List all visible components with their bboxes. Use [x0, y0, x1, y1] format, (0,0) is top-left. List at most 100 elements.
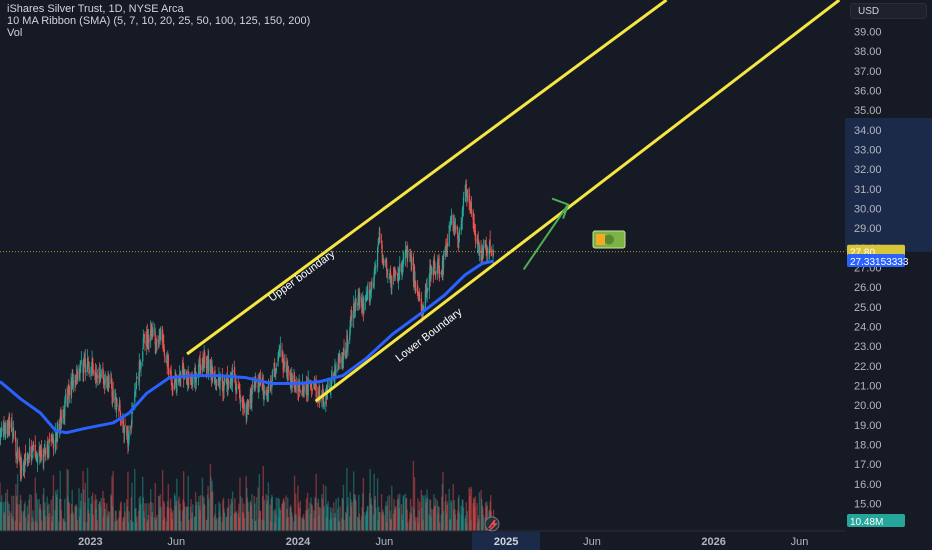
volume-bar: [210, 492, 213, 531]
candle-body: [87, 358, 89, 365]
candle-body: [167, 355, 169, 369]
volume-bar: [188, 519, 190, 531]
volume-bar: [16, 474, 19, 531]
candle-body: [415, 282, 417, 291]
candle-body: [13, 429, 15, 431]
volume-bar: [153, 517, 156, 531]
candle-body: [474, 228, 476, 229]
volume-bar: [70, 513, 72, 531]
volume-bar: [115, 510, 117, 531]
volume-bar: [110, 494, 112, 531]
volume-bar: [174, 495, 176, 531]
currency-button[interactable]: USD: [850, 3, 927, 19]
volume-bar: [118, 517, 120, 531]
candle-body: [263, 394, 265, 398]
candle-body: [238, 385, 240, 393]
candle-body: [202, 358, 204, 367]
volume-bar: [1, 495, 3, 531]
volume-bar: [442, 510, 445, 531]
candle-body: [380, 239, 383, 243]
volume-bar: [472, 497, 475, 531]
candle-body: [390, 272, 392, 283]
candle-body: [227, 382, 230, 385]
volume-bar: [433, 505, 436, 531]
volume-bar: [258, 518, 260, 531]
volume-bar: [7, 501, 9, 531]
candle-body: [442, 253, 445, 269]
candle-body: [183, 366, 185, 379]
volume-bar: [230, 516, 232, 531]
volume-bar: [178, 510, 181, 531]
candle-body: [486, 247, 488, 254]
volume-bar: [290, 507, 292, 531]
candle-body: [114, 397, 116, 401]
candle-body: [162, 340, 164, 344]
candle-body: [401, 268, 403, 272]
volume-bar: [66, 468, 68, 531]
y-tick-label: 23.00: [854, 341, 882, 353]
volume-bar: [461, 499, 464, 531]
candle-body: [385, 260, 387, 262]
volume-bar: [489, 501, 491, 531]
volume-bar: [375, 507, 377, 531]
candle-body: [162, 329, 164, 343]
volume-bar: [309, 513, 312, 531]
volume-bar: [416, 517, 419, 531]
candle-body: [457, 232, 459, 240]
volume-bar: [297, 503, 300, 531]
candle-body: [325, 389, 327, 404]
y-tick-label: 37.00: [854, 66, 882, 78]
volume-bar: [327, 501, 329, 531]
volume-bar: [441, 483, 444, 531]
candle-body: [274, 362, 276, 370]
volume-bar: [482, 514, 485, 531]
candle-body: [329, 387, 331, 389]
candle-body: [68, 386, 70, 395]
volume-bar: [127, 522, 130, 531]
volume-bar: [302, 514, 305, 531]
volume-bar: [201, 477, 204, 531]
arrow-shaft: [522, 203, 569, 270]
candle-body: [247, 401, 250, 407]
volume-bar: [19, 494, 22, 531]
x-tick-label: Jun: [167, 536, 185, 548]
volume-bar: [454, 508, 456, 531]
volume-bar: [243, 503, 245, 531]
volume-bar: [412, 460, 415, 531]
candle-body: [151, 332, 153, 334]
candle-body: [123, 427, 126, 434]
volume-bar: [401, 514, 403, 531]
volume-bar: [265, 503, 268, 531]
volume-bar: [285, 518, 288, 531]
candle-body: [48, 439, 51, 442]
candle-body: [90, 369, 92, 376]
money-circle: [604, 234, 614, 245]
candle-body: [246, 406, 248, 420]
candle-body: [127, 436, 130, 446]
volume-bar: [484, 502, 487, 531]
volume-bar: [38, 498, 40, 531]
volume-bar: [329, 519, 331, 531]
volume-bar: [382, 511, 384, 531]
volume-bar: [112, 471, 114, 531]
y-tick-label: 20.00: [854, 400, 882, 412]
volume-bar: [470, 486, 473, 531]
volume-bar: [456, 519, 458, 531]
candle-body: [347, 341, 349, 348]
candle-body: [96, 372, 98, 376]
volume-bar: [413, 477, 416, 531]
candle-body: [346, 336, 349, 347]
volume-bar: [72, 514, 75, 531]
candle-body: [402, 258, 404, 268]
volume-bar: [355, 500, 357, 531]
candle-body: [63, 411, 65, 412]
volume-bar: [114, 521, 116, 531]
candle-body: [291, 374, 293, 385]
volume-bar: [193, 516, 196, 531]
candle-body: [383, 259, 385, 266]
volume-bar: [24, 517, 27, 531]
volume-bar: [235, 510, 238, 531]
volume-bar: [353, 493, 355, 531]
volume-bar: [119, 511, 121, 531]
